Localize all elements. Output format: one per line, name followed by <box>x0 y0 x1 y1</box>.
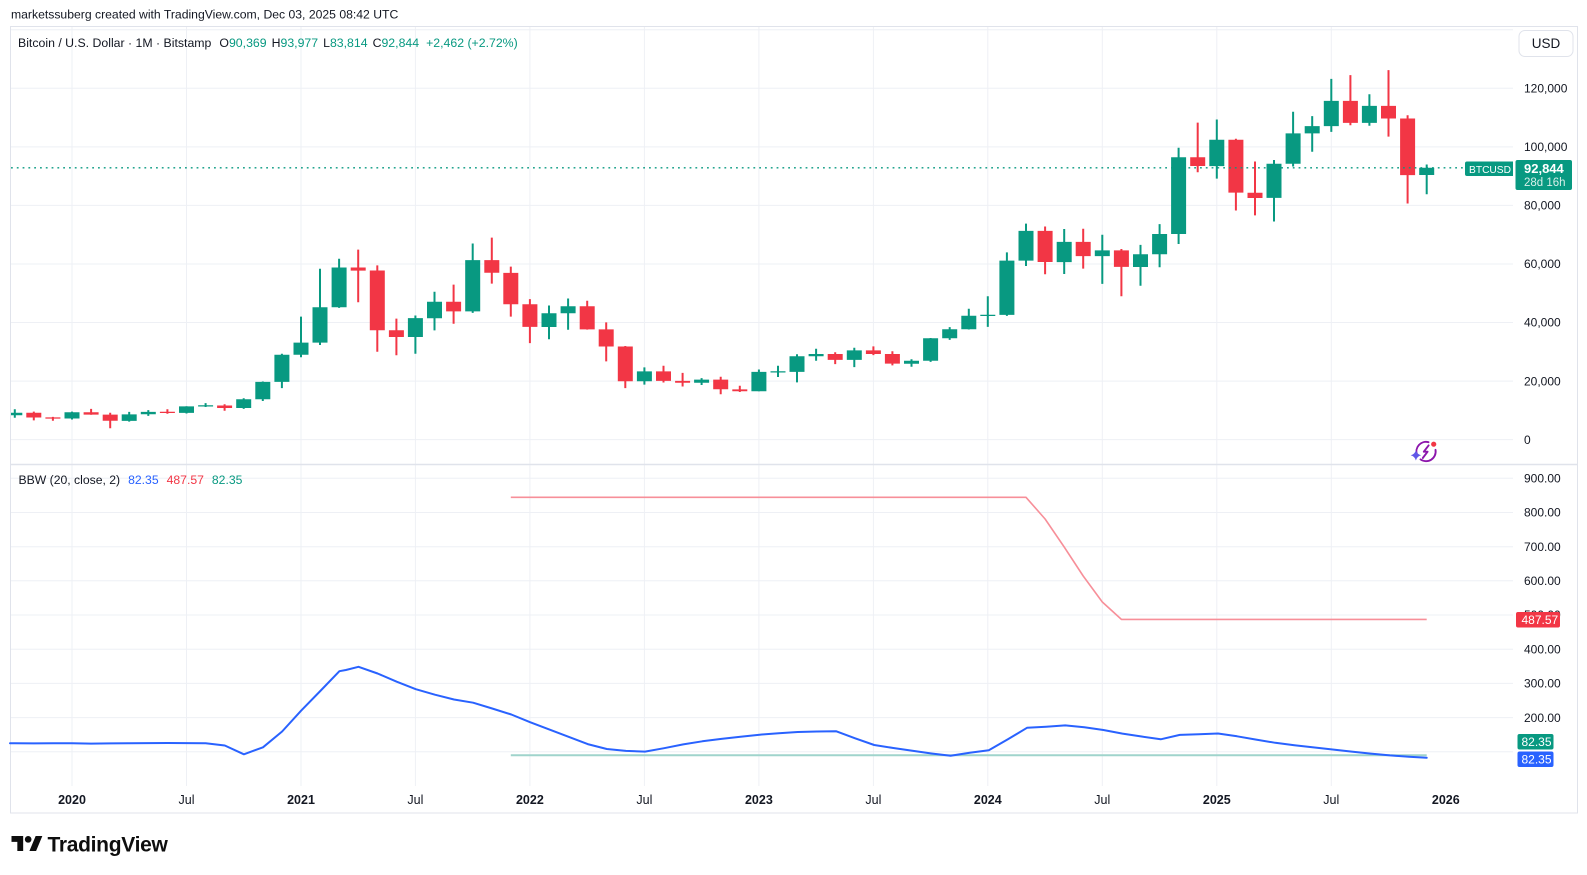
svg-text:40,000: 40,000 <box>1524 316 1561 330</box>
svg-text:400.00: 400.00 <box>1524 642 1561 656</box>
svg-text:82.35: 82.35 <box>1522 753 1552 767</box>
svg-text:USD: USD <box>1532 36 1561 51</box>
svg-text:2024: 2024 <box>974 793 1002 807</box>
svg-text:60,000: 60,000 <box>1524 257 1561 271</box>
svg-text:800.00: 800.00 <box>1524 506 1561 520</box>
svg-text:82.35: 82.35 <box>1522 735 1552 749</box>
svg-text:2025: 2025 <box>1203 793 1231 807</box>
svg-text:2022: 2022 <box>516 793 544 807</box>
svg-text:200.00: 200.00 <box>1524 711 1561 725</box>
svg-text:0: 0 <box>1524 433 1531 447</box>
svg-text:900.00: 900.00 <box>1524 472 1561 486</box>
svg-text:Jul: Jul <box>1323 793 1339 807</box>
svg-text:92,844: 92,844 <box>1524 161 1565 176</box>
svg-text:2020: 2020 <box>58 793 86 807</box>
svg-text:120,000: 120,000 <box>1524 82 1568 96</box>
svg-text:Jul: Jul <box>865 793 881 807</box>
svg-text:28d 16h: 28d 16h <box>1524 177 1566 189</box>
svg-text:BTCUSD: BTCUSD <box>1469 165 1511 176</box>
svg-text:2026: 2026 <box>1432 793 1460 807</box>
svg-text:2021: 2021 <box>287 793 315 807</box>
svg-text:Jul: Jul <box>179 793 195 807</box>
svg-text:100,000: 100,000 <box>1524 140 1568 154</box>
svg-text:20,000: 20,000 <box>1524 374 1561 388</box>
svg-text:2023: 2023 <box>745 793 773 807</box>
svg-text:TradingView: TradingView <box>48 834 169 857</box>
svg-text:Jul: Jul <box>407 793 423 807</box>
svg-text:700.00: 700.00 <box>1524 540 1561 554</box>
svg-text:80,000: 80,000 <box>1524 199 1561 213</box>
svg-text:487.57: 487.57 <box>1522 613 1559 627</box>
svg-text:Jul: Jul <box>636 793 652 807</box>
svg-text:Jul: Jul <box>1094 793 1110 807</box>
svg-text:marketssuberg created with Tra: marketssuberg created with TradingView.c… <box>11 8 398 22</box>
svg-text:600.00: 600.00 <box>1524 574 1561 588</box>
svg-text:300.00: 300.00 <box>1524 677 1561 691</box>
